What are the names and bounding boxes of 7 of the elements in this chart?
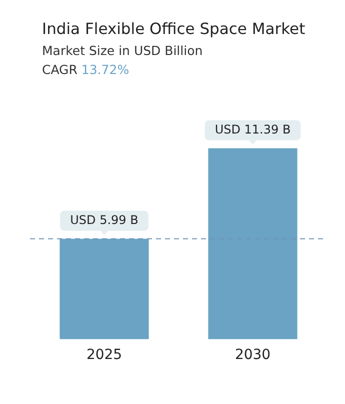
chart-subtitle: Market Size in USD Billion xyxy=(42,43,204,58)
chart-title: India Flexible Office Space Market xyxy=(42,20,306,38)
text: CAGR 13.72% xyxy=(42,62,130,77)
data-label: USD 11.39 B xyxy=(214,122,291,136)
x-tick-label: 2030 xyxy=(234,347,271,364)
data-label: USD 5.99 B xyxy=(70,212,138,227)
x-tick-label: 2025 xyxy=(86,347,122,364)
